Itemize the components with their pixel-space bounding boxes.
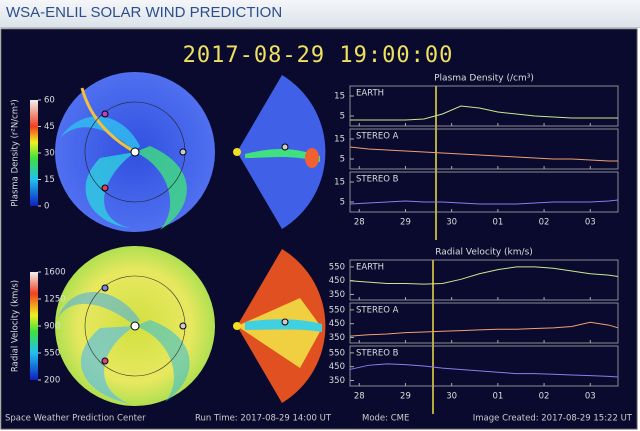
colorbar-label: Radial Velocity (km/s) [11,280,21,372]
series-name: STEREO A [356,306,399,316]
x-tick-label: 02 [539,218,550,228]
x-tick-label: 29 [400,392,411,402]
x-tick-label: 01 [492,218,503,228]
y-tick-label: 15 [334,92,345,102]
x-tick-label: 03 [585,392,596,402]
colorbar-tick-label: 45 [44,122,55,132]
y-tick-label: 350 [329,376,345,386]
timestamp: 2017-08-29 19:00:00 [183,43,454,68]
colorbar-tick-label: 1250 [44,295,66,305]
colorbar-tick-label: 900 [44,322,60,332]
series-name: STEREO B [356,175,399,185]
x-tick-label: 28 [354,392,365,402]
panel-frame [349,302,619,344]
colorbar-tick-label: 550 [44,349,60,359]
footer-run: Run Time: 2017-08-29 14:00 UT [195,414,332,424]
y-tick-label: 450 [329,276,345,286]
series-name: EARTH [356,263,384,273]
colorbar-tick-label: 1600 [44,268,66,278]
x-tick-label: 30 [446,218,457,228]
colorbar [30,272,38,380]
series-name: STEREO B [356,349,399,359]
series-line [349,363,619,378]
page-title: WSA-ENLIL SOLAR WIND PREDICTION [6,4,283,21]
y-tick-label: 15 [334,135,345,145]
chart-title: Plasma Density (/cm³) [434,74,534,84]
panel-frame [349,128,619,170]
y-tick-label: 550 [329,262,345,272]
series-name: EARTH [356,89,384,99]
x-tick-label: 01 [492,392,503,402]
chart: 2017-08-29 19:00:00 [0,28,638,430]
footer-created: Image Created: 2017-08-29 15:22 UT [473,414,633,424]
y-tick-label: 450 [329,362,345,372]
panel-frame [349,259,619,301]
series-line [349,199,619,205]
x-tick-label: 02 [539,392,550,402]
y-tick-label: 450 [329,319,345,329]
colorbar-tick-label: 60 [44,96,55,106]
colorbar [30,100,38,206]
series-line [349,266,619,285]
colorbar-label: Plasma Density (r²N/cm³) [11,99,21,206]
velocity-disk [55,246,215,406]
colorbar-tick-label: 15 [44,175,55,185]
density-disk [55,72,215,232]
y-tick-label: 350 [329,290,345,300]
colorbar-tick-label: 30 [44,149,55,159]
colorbar-tick-label: 0 [44,202,49,212]
x-tick-label: 29 [400,218,411,228]
x-tick-label: 03 [585,218,596,228]
series-line [349,321,619,337]
velocity-wedge [233,249,326,403]
y-tick-label: 550 [329,305,345,315]
y-tick-label: 5 [340,198,345,208]
panel-frame [349,345,619,387]
y-tick-label: 5 [340,155,345,165]
series-line [350,105,618,121]
panel-frame [349,171,619,213]
series-name: STEREO A [356,132,399,142]
header-bar: WSA-ENLIL SOLAR WIND PREDICTION [0,0,640,28]
panel-frame [349,85,619,127]
x-tick-label: 28 [354,218,365,228]
y-tick-label: 15 [334,178,345,188]
colorbar-tick-label: 200 [44,376,60,386]
y-tick-label: 5 [340,112,345,122]
footer-mode: Mode: CME [362,414,409,424]
x-tick-label: 30 [446,392,457,402]
footer-left: Space Weather Prediction Center [5,414,146,424]
y-tick-label: 550 [329,348,345,358]
chart-title: Radial Velocity (km/s) [435,248,533,258]
y-tick-label: 350 [329,333,345,343]
series-line [349,146,618,162]
density-wedge [233,75,326,229]
